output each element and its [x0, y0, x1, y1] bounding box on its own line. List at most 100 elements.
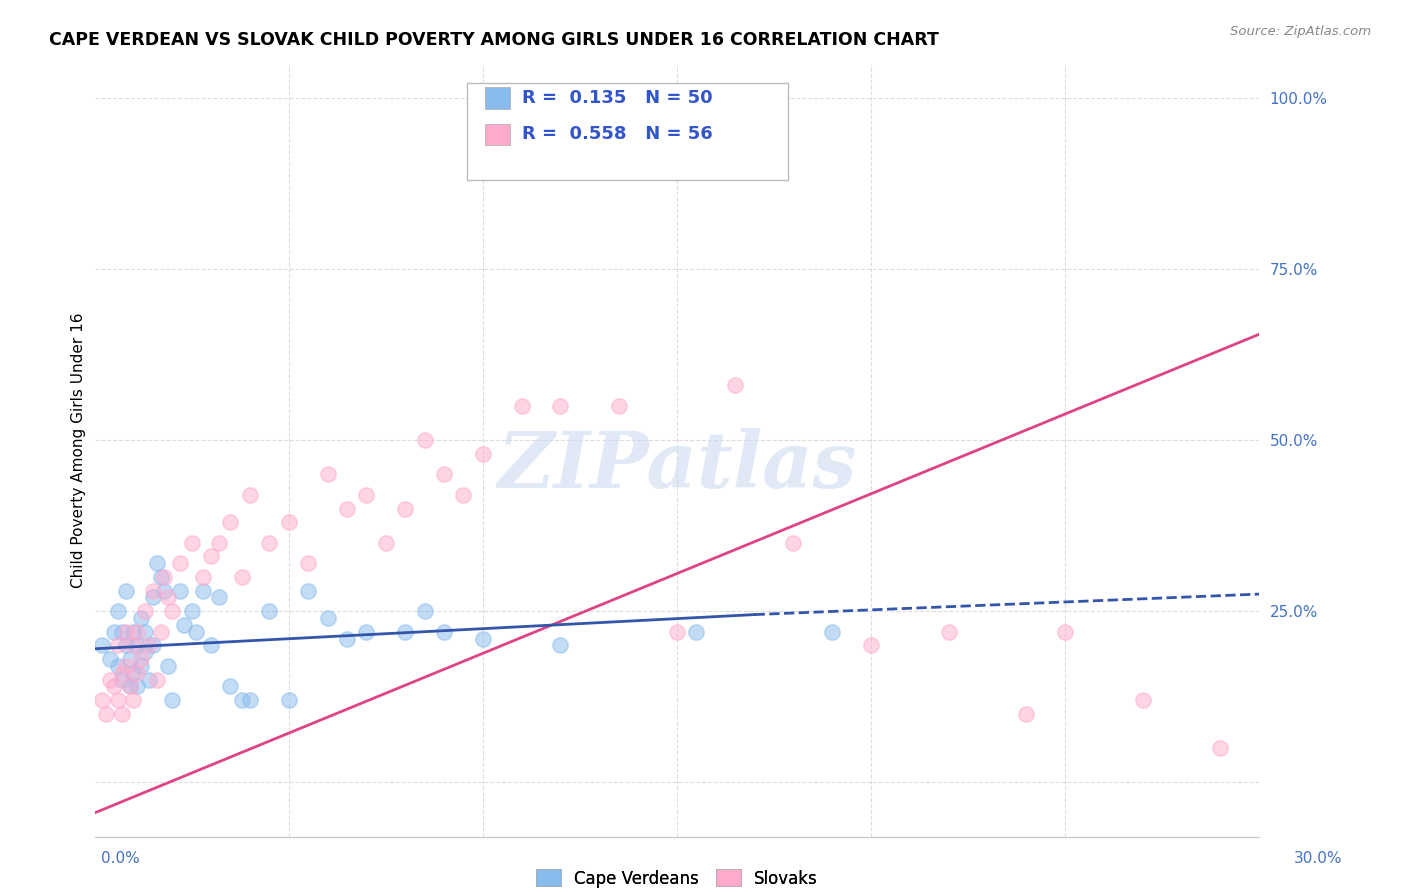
- Point: [356, 624, 378, 639]
- Point: [145, 673, 167, 687]
- Point: [111, 706, 134, 721]
- Point: [122, 624, 145, 639]
- Point: [173, 618, 195, 632]
- Point: [134, 624, 156, 639]
- Point: [336, 501, 359, 516]
- Point: [193, 570, 215, 584]
- Point: [782, 536, 804, 550]
- Point: [277, 516, 299, 530]
- Point: [118, 680, 141, 694]
- Point: [471, 632, 494, 646]
- Text: Source: ZipAtlas.com: Source: ZipAtlas.com: [1230, 25, 1371, 38]
- Point: [219, 516, 242, 530]
- Point: [356, 488, 378, 502]
- Point: [118, 680, 141, 694]
- Point: [96, 706, 118, 721]
- Point: [200, 639, 222, 653]
- FancyBboxPatch shape: [467, 83, 787, 180]
- Point: [231, 693, 253, 707]
- Point: [127, 639, 149, 653]
- Point: [471, 447, 494, 461]
- Point: [103, 680, 125, 694]
- Point: [413, 604, 436, 618]
- Point: [394, 501, 416, 516]
- Point: [129, 659, 152, 673]
- Point: [114, 639, 136, 653]
- Point: [153, 583, 176, 598]
- Point: [316, 467, 339, 482]
- Point: [153, 570, 176, 584]
- Point: [724, 378, 747, 392]
- Point: [91, 693, 114, 707]
- Point: [433, 467, 456, 482]
- Point: [134, 604, 156, 618]
- Point: [607, 399, 630, 413]
- Point: [145, 557, 167, 571]
- Text: 0.0%: 0.0%: [101, 851, 141, 865]
- Point: [107, 639, 129, 653]
- Point: [142, 591, 165, 605]
- Point: [107, 693, 129, 707]
- Point: [239, 693, 262, 707]
- Point: [129, 652, 152, 666]
- Point: [122, 639, 145, 653]
- Point: [127, 624, 149, 639]
- Point: [1209, 741, 1232, 756]
- Point: [138, 639, 160, 653]
- Point: [157, 591, 180, 605]
- Point: [142, 639, 165, 653]
- Point: [231, 570, 253, 584]
- Point: [413, 433, 436, 447]
- Point: [550, 399, 572, 413]
- FancyBboxPatch shape: [485, 124, 510, 145]
- Point: [157, 659, 180, 673]
- Point: [1054, 624, 1077, 639]
- Point: [297, 583, 319, 598]
- Point: [219, 680, 242, 694]
- Legend: Cape Verdeans, Slovaks: Cape Verdeans, Slovaks: [530, 863, 824, 892]
- Point: [111, 665, 134, 680]
- Point: [208, 536, 231, 550]
- Point: [550, 639, 572, 653]
- Point: [938, 624, 960, 639]
- Point: [114, 659, 136, 673]
- Point: [98, 652, 121, 666]
- Point: [111, 624, 134, 639]
- Point: [453, 488, 475, 502]
- Point: [118, 652, 141, 666]
- Point: [129, 611, 152, 625]
- Point: [665, 624, 688, 639]
- Point: [336, 632, 359, 646]
- Point: [208, 591, 231, 605]
- Point: [180, 604, 202, 618]
- Point: [169, 557, 191, 571]
- Point: [374, 536, 396, 550]
- Point: [122, 665, 145, 680]
- Point: [394, 624, 416, 639]
- Point: [122, 693, 145, 707]
- Point: [114, 624, 136, 639]
- Point: [860, 639, 883, 653]
- Point: [433, 624, 456, 639]
- Point: [103, 624, 125, 639]
- Point: [180, 536, 202, 550]
- Point: [184, 624, 207, 639]
- Point: [510, 399, 533, 413]
- Text: ZIPatlas: ZIPatlas: [498, 427, 856, 504]
- Point: [134, 645, 156, 659]
- Text: R =  0.558   N = 56: R = 0.558 N = 56: [522, 126, 713, 144]
- Point: [685, 624, 707, 639]
- Text: CAPE VERDEAN VS SLOVAK CHILD POVERTY AMONG GIRLS UNDER 16 CORRELATION CHART: CAPE VERDEAN VS SLOVAK CHILD POVERTY AMO…: [49, 31, 939, 49]
- Point: [149, 570, 172, 584]
- Point: [107, 659, 129, 673]
- Point: [169, 583, 191, 598]
- Point: [149, 624, 172, 639]
- Point: [259, 604, 281, 618]
- Point: [160, 604, 183, 618]
- Point: [1015, 706, 1038, 721]
- Point: [138, 673, 160, 687]
- Text: R =  0.135   N = 50: R = 0.135 N = 50: [522, 89, 713, 107]
- Point: [127, 680, 149, 694]
- Point: [114, 583, 136, 598]
- Point: [277, 693, 299, 707]
